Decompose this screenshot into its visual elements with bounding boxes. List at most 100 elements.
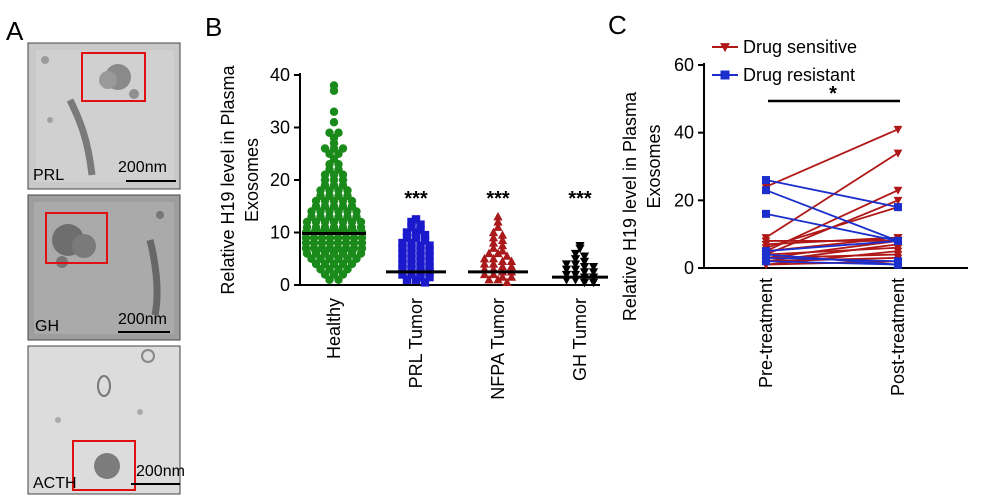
data-point [425, 241, 434, 250]
data-point [398, 259, 407, 269]
data-point [493, 217, 503, 226]
data-point [762, 186, 770, 195]
roi-box [81, 52, 146, 102]
data-point [570, 255, 581, 264]
roi-box [45, 212, 108, 264]
data-point [407, 217, 416, 227]
c-y-axis-label: Relative H19 level in Plasma Exosomes [620, 91, 664, 321]
paired-line [765, 256, 899, 263]
c-y-tick-label: 40 [674, 123, 694, 143]
data-point [320, 144, 330, 153]
legend-entry: Drug sensitive [743, 37, 857, 57]
paired-line [765, 240, 899, 259]
b-points: *** *** *** [301, 81, 608, 288]
data-point [497, 240, 508, 250]
paired-line [765, 152, 899, 239]
c-y-tick-label: 0 [684, 258, 694, 278]
data-point [329, 118, 339, 127]
c-axes: 0 20 40 60 [674, 55, 968, 278]
scale-text: 200nm [118, 311, 167, 328]
data-point [402, 233, 412, 242]
data-point [561, 260, 572, 269]
b-category-label: PRL Tumor [406, 298, 426, 388]
paired-line [765, 246, 899, 256]
paired-line [765, 240, 899, 252]
data-point [398, 254, 407, 263]
data-point [411, 233, 421, 242]
data-point [407, 254, 416, 263]
c-y-axis-label-line: Exosomes [644, 124, 664, 208]
data-point [579, 268, 590, 277]
data-point [411, 228, 421, 237]
data-point [570, 265, 581, 275]
micrograph-label: ACTH [33, 475, 77, 492]
data-point [398, 265, 407, 274]
data-point [497, 272, 508, 281]
data-point [425, 246, 434, 256]
b-category-label: NFPA Tumor [488, 298, 508, 400]
legend-entry: Drug resistant [743, 65, 855, 85]
paired-line [765, 253, 899, 259]
significance-mark: *** [486, 188, 510, 210]
data-point [493, 248, 503, 258]
data-point [325, 128, 334, 137]
panel-a-letter: A [6, 16, 24, 46]
data-point [497, 235, 508, 244]
data-point [334, 128, 343, 137]
data-point [407, 238, 416, 248]
data-point [493, 211, 503, 221]
paired-line [765, 260, 899, 266]
data-point [588, 268, 599, 277]
c-category-labels: Pre-treatment Post-treatment [756, 278, 908, 396]
b-axes: 0 10 20 30 40 [270, 65, 600, 295]
data-point [402, 275, 412, 284]
data-point [488, 259, 499, 268]
legend-marker [720, 43, 730, 53]
data-point [407, 259, 416, 269]
significance-mark: *** [568, 188, 592, 210]
c-category-label: Pre-treatment [756, 278, 776, 388]
data-point [488, 253, 499, 263]
data-point [588, 263, 599, 272]
data-point [497, 261, 508, 271]
data-point [338, 144, 348, 153]
data-point [479, 259, 490, 268]
b-y-tick-label: 10 [270, 223, 290, 243]
data-point [407, 249, 416, 258]
data-point [570, 249, 581, 259]
chart-c: Relative H19 level in Plasma Exosomes 0 20… [620, 37, 968, 396]
data-point [893, 196, 903, 205]
data-point [420, 230, 430, 240]
data-point [407, 244, 416, 253]
data-point [579, 278, 590, 288]
data-point [425, 272, 434, 282]
data-point [588, 278, 599, 288]
data-point [762, 176, 770, 185]
data-point [484, 248, 494, 258]
data-point [479, 269, 490, 279]
b-y-axis-label: Relative H19 level in Plasma Exosomes [218, 64, 262, 294]
data-point [762, 257, 770, 266]
data-point [506, 256, 517, 265]
data-point [416, 225, 425, 235]
b-category-label: GH Tumor [570, 298, 590, 381]
data-point [579, 252, 590, 261]
data-point [893, 149, 903, 158]
data-point [761, 237, 771, 246]
data-point [570, 260, 581, 269]
data-point [416, 246, 425, 256]
data-point [561, 270, 572, 280]
data-point [502, 251, 512, 260]
paired-line [765, 189, 899, 242]
data-point [398, 249, 407, 258]
significance-mark: *** [404, 188, 428, 210]
data-point [407, 265, 416, 274]
data-point [488, 243, 499, 252]
b-y-axis-label-line: Exosomes [242, 138, 262, 222]
micrograph-label: PRL [33, 167, 64, 184]
data-point [570, 270, 581, 280]
data-point [479, 253, 490, 263]
micrograph-prl: PRL 200nm [27, 42, 181, 190]
data-point [416, 257, 425, 266]
data-point [329, 81, 339, 90]
